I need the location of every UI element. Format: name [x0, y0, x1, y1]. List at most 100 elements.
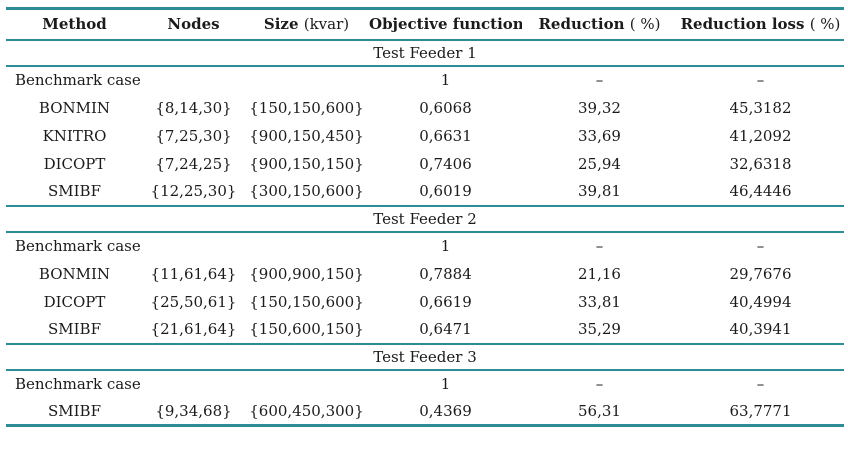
cell-reduction_loss: 45,3182 [729, 98, 792, 117]
col-header-size-unit: (kvar) [303, 15, 350, 34]
cell-reduction_loss: 63,7771 [677, 397, 844, 427]
table-row: SMIBF {21,61,64} {150,600,150} 0,6471 35,29 4… [6, 315, 844, 345]
cell-reduction_loss: 32,6318 [729, 154, 792, 173]
table-header: Method Nodes Size (kvar) Objective funct… [6, 7, 844, 41]
cell-size [244, 66, 369, 94]
cell-reduction_loss: – [756, 237, 765, 255]
table-row: KNITRO {7,25,30} {900,150,450} 0,6631 33,69 4… [6, 122, 844, 150]
col-header-method-label: Method [42, 15, 107, 34]
header-row: Method Nodes Size (kvar) Objective funct… [6, 7, 844, 41]
cell-size: {600,450,300} [244, 397, 369, 427]
col-header-size-label: Size [263, 15, 299, 34]
cell-objective: 1 [440, 375, 451, 393]
table-row: Benchmark case 1 – – [6, 370, 844, 398]
cell-reduction_loss: – [756, 71, 765, 89]
cell-reduction_loss: 46,4446 [677, 177, 844, 207]
cell-reduction: – [595, 375, 604, 393]
table-row: BONMIN {11,61,64} {900,900,150} 0,7884 21,16… [6, 260, 844, 288]
cell-method: Benchmark case [15, 375, 141, 393]
col-header-objective: Objective function [369, 7, 522, 41]
col-header-objective-label: Objective function [369, 15, 522, 34]
cell-reduction: 33,81 [578, 292, 621, 311]
col-header-reduction-loss-unit: ( %) [809, 15, 841, 34]
col-header-nodes-label: Nodes [167, 15, 220, 34]
cell-reduction: – [595, 237, 604, 255]
cell-nodes: {21,61,64} [143, 315, 244, 345]
cell-size: {150,150,600} [249, 292, 364, 311]
cell-method: Benchmark case [15, 237, 141, 255]
cell-method: DICOPT [43, 292, 106, 311]
col-header-reduction-unit: ( %) [629, 15, 661, 34]
section-title-row: Test Feeder 1 [6, 39, 844, 67]
table-body: Test Feeder 1 Benchmark case 1 – – BONMIN {8,1… [6, 39, 844, 427]
cell-size: {300,150,600} [244, 177, 369, 207]
col-header-reduction-label: Reduction [538, 15, 625, 34]
cell-reduction: 56,31 [522, 397, 677, 427]
cell-method: SMIBF [6, 397, 143, 427]
cell-reduction: 35,29 [522, 315, 677, 345]
cell-nodes: {11,61,64} [150, 264, 237, 283]
cell-nodes [143, 370, 244, 398]
table-row: SMIBF {12,25,30} {300,150,600} 0,6019 39,81 4… [6, 177, 844, 207]
cell-objective: 0,6068 [419, 98, 472, 117]
cell-nodes: {7,24,25} [155, 154, 232, 173]
col-header-method: Method [6, 7, 143, 41]
cell-nodes: {7,25,30} [155, 126, 232, 145]
cell-size: {150,600,150} [244, 315, 369, 345]
cell-objective: 0,6619 [419, 292, 472, 311]
cell-reduction: 21,16 [578, 264, 621, 283]
section-title-row: Test Feeder 2 [6, 205, 844, 233]
cell-reduction: 39,81 [522, 177, 677, 207]
col-header-reduction-loss-label: Reduction loss [680, 15, 805, 34]
cell-method: DICOPT [43, 154, 106, 173]
cell-method: SMIBF [6, 177, 143, 207]
cell-reduction_loss: 29,7676 [729, 264, 792, 283]
cell-objective: 0,6471 [369, 315, 522, 345]
cell-reduction: 33,69 [578, 126, 621, 145]
col-header-size: Size (kvar) [244, 7, 369, 41]
cell-nodes: {9,34,68} [143, 397, 244, 427]
col-header-nodes: Nodes [143, 7, 244, 41]
section-title: Test Feeder 1 [6, 39, 844, 67]
cell-objective: 0,4369 [369, 397, 522, 427]
cell-nodes [143, 66, 244, 94]
cell-method: BONMIN [38, 264, 111, 283]
cell-method: BONMIN [38, 98, 111, 117]
cell-objective: 0,6019 [369, 177, 522, 207]
table-row: Benchmark case 1 – – [6, 232, 844, 260]
cell-objective: 0,7884 [419, 264, 472, 283]
cell-objective: 1 [440, 237, 451, 255]
section-title-row: Test Feeder 3 [6, 343, 844, 371]
cell-reduction: – [595, 71, 604, 89]
cell-reduction: 39,32 [578, 98, 621, 117]
results-table: Method Nodes Size (kvar) Objective funct… [6, 7, 844, 427]
cell-method: SMIBF [6, 315, 143, 345]
section-title: Test Feeder 3 [6, 343, 844, 371]
col-header-reduction-loss: Reduction loss ( %) [677, 7, 844, 41]
table-row: SMIBF {9,34,68} {600,450,300} 0,4369 56,31 63… [6, 397, 844, 427]
cell-reduction_loss: – [756, 375, 765, 393]
cell-size: {900,150,450} [249, 126, 364, 145]
cell-reduction: 25,94 [578, 154, 621, 173]
cell-size [244, 370, 369, 398]
cell-objective: 0,7406 [419, 154, 472, 173]
cell-nodes: {8,14,30} [155, 98, 232, 117]
results-table-wrap: Method Nodes Size (kvar) Objective funct… [6, 7, 844, 427]
table-row: DICOPT {25,50,61} {150,150,600} 0,6619 33,81… [6, 288, 844, 316]
table-row: DICOPT {7,24,25} {900,150,150} 0,7406 25,94 3… [6, 150, 844, 178]
section-title: Test Feeder 2 [6, 205, 844, 233]
cell-reduction_loss: 41,2092 [729, 126, 792, 145]
cell-size [244, 232, 369, 260]
cell-size: {900,900,150} [249, 264, 364, 283]
cell-method: KNITRO [42, 126, 107, 145]
cell-reduction_loss: 40,3941 [677, 315, 844, 345]
table-row: Benchmark case 1 – – [6, 66, 844, 94]
col-header-reduction: Reduction ( %) [522, 7, 677, 41]
table-row: BONMIN {8,14,30} {150,150,600} 0,6068 39,32 4… [6, 94, 844, 122]
cell-objective: 1 [440, 71, 451, 89]
cell-reduction_loss: 40,4994 [729, 292, 792, 311]
cell-size: {150,150,600} [249, 98, 364, 117]
cell-method: Benchmark case [15, 71, 141, 89]
cell-objective: 0,6631 [419, 126, 472, 145]
